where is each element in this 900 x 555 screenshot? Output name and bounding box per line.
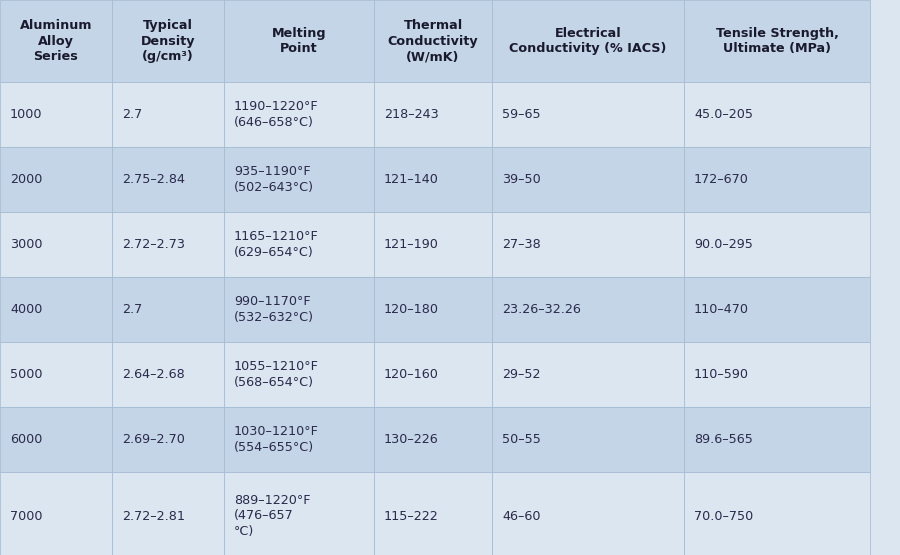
Text: 59–65: 59–65: [502, 108, 541, 121]
Bar: [492, 82, 684, 147]
Text: 5000: 5000: [10, 368, 42, 381]
Bar: [684, 407, 870, 472]
Text: 39–50: 39–50: [502, 173, 541, 186]
Bar: [112, 472, 224, 555]
Bar: [224, 472, 374, 555]
Bar: [112, 0, 224, 82]
Text: 121–140: 121–140: [384, 173, 439, 186]
Text: Electrical
Conductivity (% IACS): Electrical Conductivity (% IACS): [509, 27, 667, 56]
Text: 2.72–2.73: 2.72–2.73: [122, 238, 185, 251]
Text: 2.72–2.81: 2.72–2.81: [122, 509, 185, 522]
Bar: [0, 0, 112, 82]
Text: 2000: 2000: [10, 173, 42, 186]
Text: 110–470: 110–470: [694, 303, 749, 316]
Bar: [492, 472, 684, 555]
Text: 46–60: 46–60: [502, 509, 541, 522]
Bar: [492, 277, 684, 342]
Bar: [374, 277, 492, 342]
Bar: [224, 277, 374, 342]
Bar: [684, 342, 870, 407]
Text: 2.7: 2.7: [122, 108, 142, 121]
Bar: [224, 0, 374, 82]
Bar: [492, 0, 684, 82]
Text: 2.75–2.84: 2.75–2.84: [122, 173, 185, 186]
Text: 990–1170°F
(532–632°C): 990–1170°F (532–632°C): [234, 295, 314, 324]
Bar: [492, 212, 684, 277]
Bar: [224, 82, 374, 147]
Text: 1000: 1000: [10, 108, 42, 121]
Bar: [0, 472, 112, 555]
Bar: [374, 407, 492, 472]
Text: 889–1220°F
(476–657
°C): 889–1220°F (476–657 °C): [234, 494, 310, 538]
Text: 23.26–32.26: 23.26–32.26: [502, 303, 580, 316]
Text: 50–55: 50–55: [502, 433, 541, 446]
Text: 1190–1220°F
(646–658°C): 1190–1220°F (646–658°C): [234, 100, 319, 129]
Text: 2.69–2.70: 2.69–2.70: [122, 433, 184, 446]
Bar: [112, 82, 224, 147]
Text: 1165–1210°F
(629–654°C): 1165–1210°F (629–654°C): [234, 230, 319, 259]
Bar: [492, 147, 684, 212]
Text: 29–52: 29–52: [502, 368, 541, 381]
Text: Thermal
Conductivity
(W/mK): Thermal Conductivity (W/mK): [388, 19, 478, 63]
Text: 115–222: 115–222: [384, 509, 439, 522]
Text: Typical
Density
(g/cm³): Typical Density (g/cm³): [140, 19, 195, 63]
Text: 2.7: 2.7: [122, 303, 142, 316]
Bar: [374, 82, 492, 147]
Bar: [224, 147, 374, 212]
Bar: [0, 82, 112, 147]
Text: 3000: 3000: [10, 238, 42, 251]
Text: 121–190: 121–190: [384, 238, 439, 251]
Text: 172–670: 172–670: [694, 173, 749, 186]
Bar: [684, 277, 870, 342]
Text: 90.0–295: 90.0–295: [694, 238, 753, 251]
Text: Aluminum
Alloy
Series: Aluminum Alloy Series: [20, 19, 92, 63]
Bar: [374, 0, 492, 82]
Text: 7000: 7000: [10, 509, 42, 522]
Bar: [684, 472, 870, 555]
Text: 935–1190°F
(502–643°C): 935–1190°F (502–643°C): [234, 165, 314, 194]
Bar: [112, 342, 224, 407]
Bar: [374, 342, 492, 407]
Text: 1030–1210°F
(554–655°C): 1030–1210°F (554–655°C): [234, 425, 319, 454]
Bar: [224, 407, 374, 472]
Bar: [224, 342, 374, 407]
Text: Melting
Point: Melting Point: [272, 27, 327, 56]
Bar: [684, 82, 870, 147]
Bar: [112, 407, 224, 472]
Bar: [374, 212, 492, 277]
Text: 130–226: 130–226: [384, 433, 439, 446]
Text: 27–38: 27–38: [502, 238, 541, 251]
Text: 4000: 4000: [10, 303, 42, 316]
Bar: [112, 212, 224, 277]
Bar: [374, 147, 492, 212]
Text: 70.0–750: 70.0–750: [694, 509, 753, 522]
Bar: [0, 342, 112, 407]
Bar: [0, 212, 112, 277]
Text: Tensile Strength,
Ultimate (MPa): Tensile Strength, Ultimate (MPa): [716, 27, 839, 56]
Bar: [0, 407, 112, 472]
Bar: [0, 277, 112, 342]
Bar: [492, 407, 684, 472]
Bar: [684, 0, 870, 82]
Bar: [684, 147, 870, 212]
Text: 218–243: 218–243: [384, 108, 439, 121]
Text: 2.64–2.68: 2.64–2.68: [122, 368, 184, 381]
Bar: [224, 212, 374, 277]
Text: 45.0–205: 45.0–205: [694, 108, 753, 121]
Text: 1055–1210°F
(568–654°C): 1055–1210°F (568–654°C): [234, 360, 319, 388]
Bar: [112, 277, 224, 342]
Bar: [492, 342, 684, 407]
Text: 6000: 6000: [10, 433, 42, 446]
Bar: [374, 472, 492, 555]
Bar: [684, 212, 870, 277]
Text: 120–180: 120–180: [384, 303, 439, 316]
Text: 89.6–565: 89.6–565: [694, 433, 753, 446]
Bar: [112, 147, 224, 212]
Text: 120–160: 120–160: [384, 368, 439, 381]
Text: 110–590: 110–590: [694, 368, 749, 381]
Bar: [0, 147, 112, 212]
